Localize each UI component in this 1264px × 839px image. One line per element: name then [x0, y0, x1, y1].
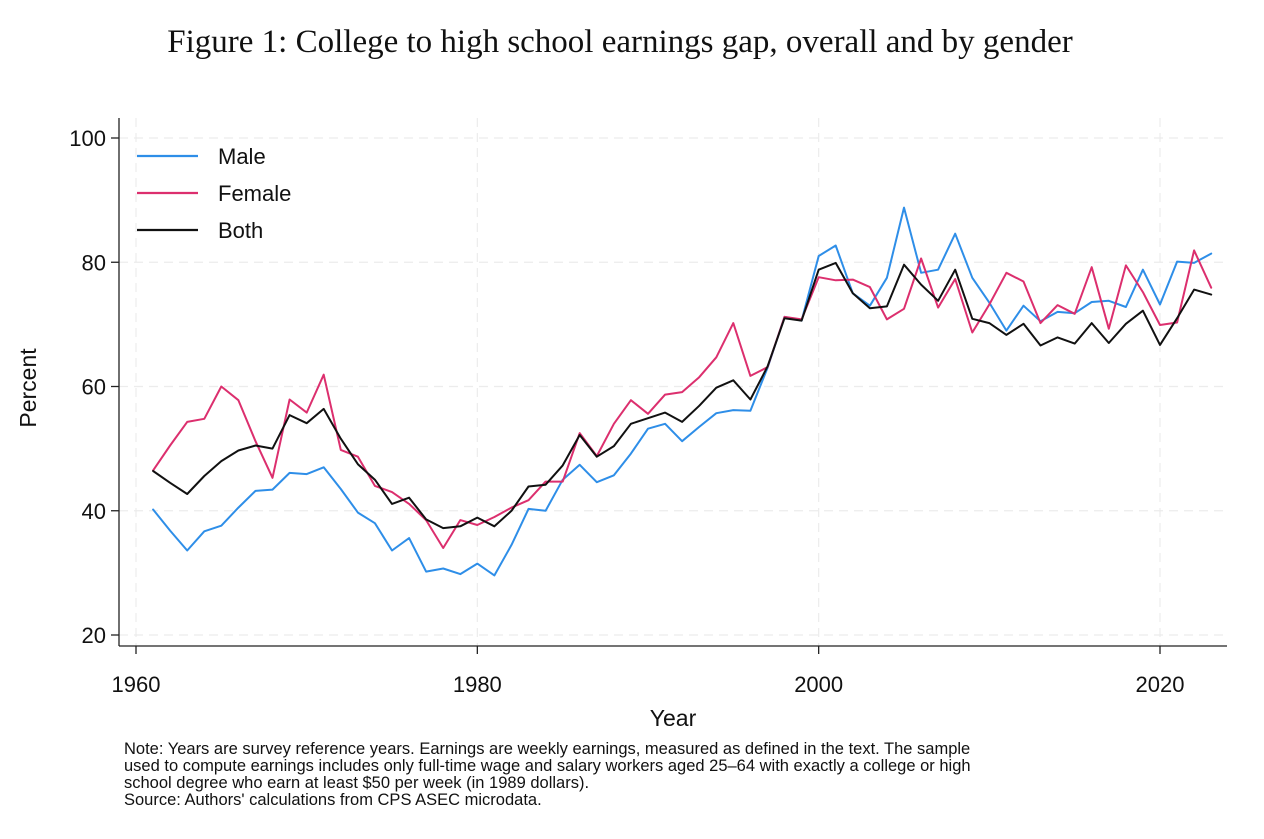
y-tick-label: 40: [82, 499, 106, 524]
source-line: Source: Authors' calculations from CPS A…: [124, 791, 542, 809]
x-tick-label: 1980: [453, 672, 502, 697]
legend-label-male: Male: [218, 144, 266, 169]
series-line-female: [152, 249, 1213, 549]
series-line-both: [152, 261, 1213, 530]
x-tick-label: 1960: [112, 672, 161, 697]
y-tick-label: 100: [69, 126, 106, 151]
note-line: used to compute earnings includes only f…: [124, 757, 971, 775]
note-line: Note: Years are survey reference years. …: [124, 740, 971, 758]
y-tick-label: 60: [82, 375, 106, 400]
axis-ticks: 20 40 60 80 100 1960 1980 2000 2020: [69, 126, 1184, 697]
gridlines: [119, 118, 1227, 646]
x-tick-label: 2020: [1136, 672, 1185, 697]
plot-area: [119, 118, 1227, 646]
x-axis-label: Year: [650, 705, 697, 731]
x-tick-label: 2000: [794, 672, 843, 697]
legend-label-female: Female: [218, 181, 291, 206]
figure-title: Figure 1: College to high school earning…: [167, 24, 1073, 60]
y-tick-label: 20: [82, 623, 106, 648]
legend-label-both: Both: [218, 218, 263, 243]
series-line-male: [152, 206, 1213, 577]
legend: Male Female Both: [137, 144, 291, 243]
series-lines: [152, 206, 1213, 577]
y-axis-label: Percent: [15, 348, 41, 428]
y-tick-label: 80: [82, 250, 106, 275]
note-line: school degree who earn at least $50 per …: [124, 774, 590, 792]
figure-note: Note: Years are survey reference years. …: [124, 741, 1234, 809]
